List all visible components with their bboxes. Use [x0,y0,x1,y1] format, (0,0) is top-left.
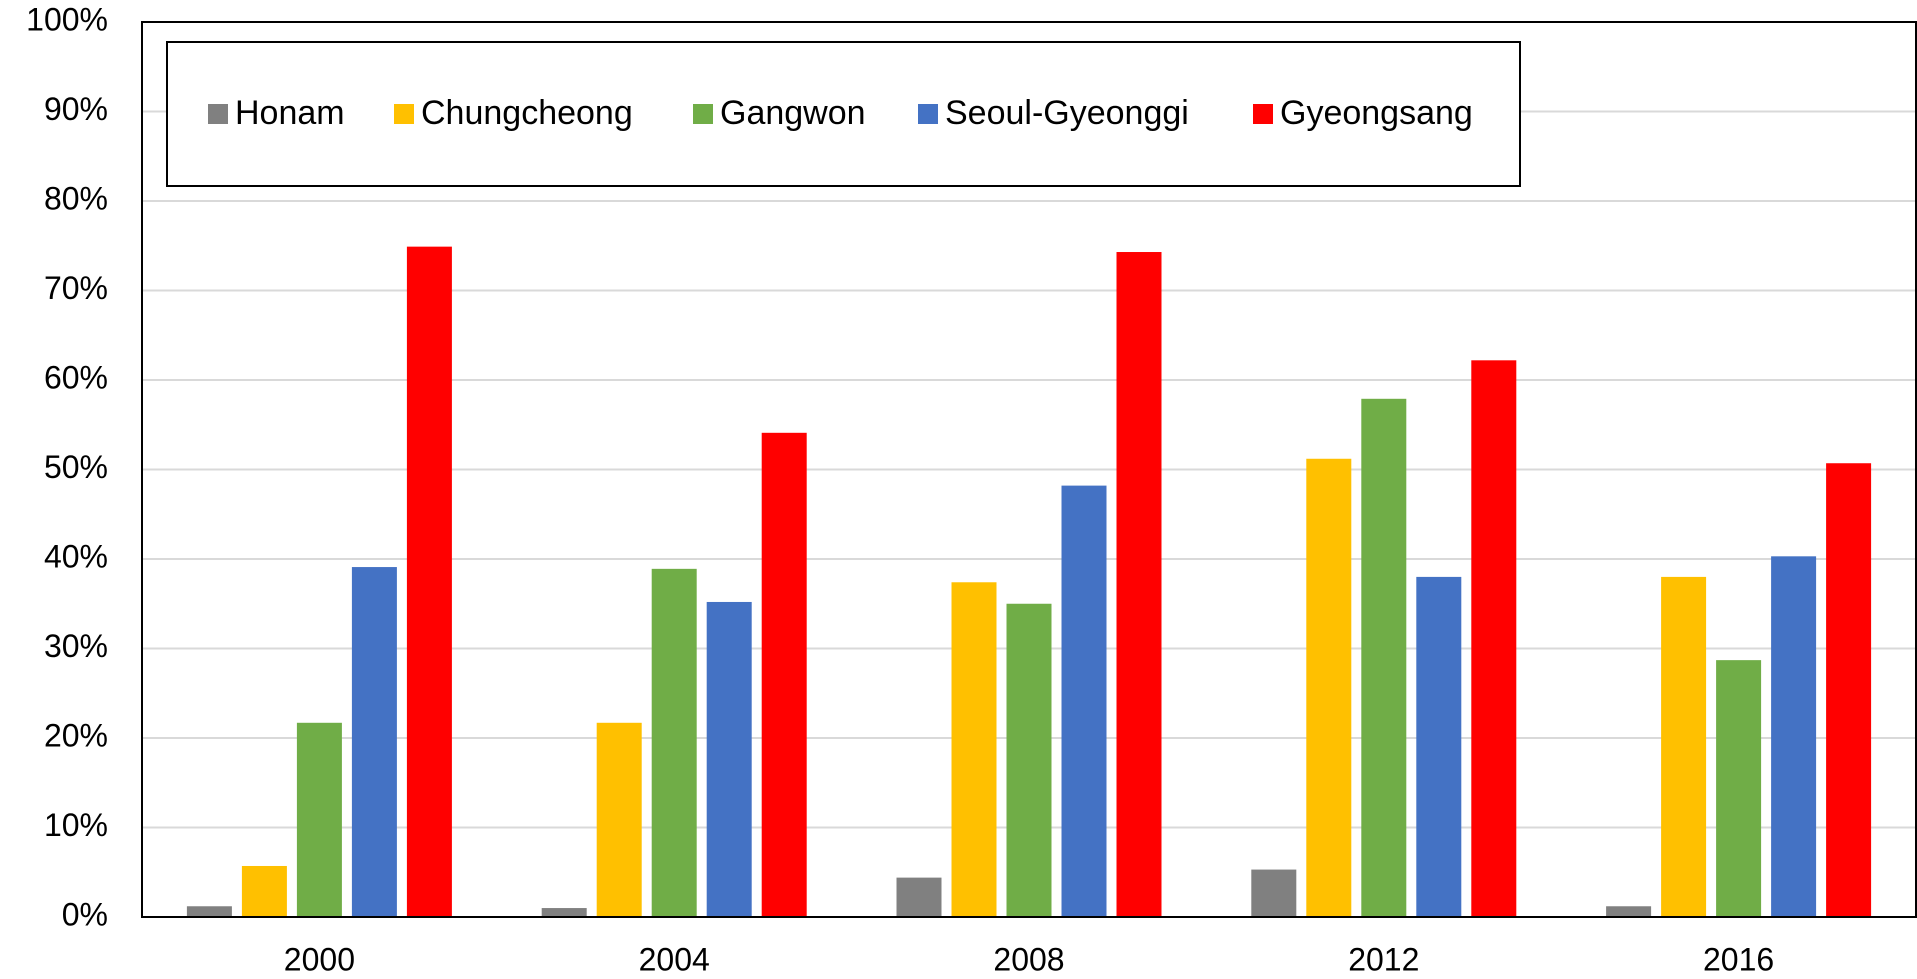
legend-swatch [1253,104,1273,124]
y-tick-label: 10% [44,807,108,843]
x-tick-label: 2016 [1703,941,1774,977]
x-tick-label: 2008 [993,941,1064,977]
bar [1826,463,1872,917]
bar [1361,398,1407,917]
bar [1471,360,1517,917]
bar [1306,458,1352,917]
bar [186,906,232,917]
y-tick-label: 90% [44,91,108,127]
bar [1006,603,1052,917]
legend-label: Seoul-Gyeonggi [945,94,1189,132]
plot-frame [141,21,1917,918]
legend-box [166,41,1521,187]
bar [296,722,342,917]
legend-swatch [693,104,713,124]
legend-label: Gangwon [720,94,866,132]
bar [951,582,997,917]
bars [186,246,1872,917]
bar [1606,906,1652,917]
bar [1116,252,1162,917]
bar [241,865,287,917]
x-tick-label: 2000 [284,941,355,977]
y-tick-label: 100% [26,1,108,37]
y-tick-label: 40% [44,538,108,574]
bar [596,722,642,917]
bar [1771,556,1817,917]
labels: 0% 10% 20% 30% 40% 50% 60% 70% 80% 90% 100% 2000 200… [26,1,1774,977]
bar [541,908,587,917]
y-tick-label: 80% [44,180,108,216]
legend-swatch [208,104,228,124]
legend-label: Chungcheong [421,94,633,132]
bar [1416,576,1462,917]
y-tick-label: 60% [44,359,108,395]
legend-swatch [394,104,414,124]
y-tick-label: 70% [44,270,108,306]
x-tick-label: 2012 [1348,941,1419,977]
bar [351,567,397,917]
y-tick-label: 0% [62,896,108,932]
bar [651,568,697,917]
bar [1251,869,1297,917]
bar [1661,576,1707,917]
y-tick-label: 50% [44,449,108,485]
bar [761,432,807,917]
y-tick-label: 30% [44,628,108,664]
bar [1716,660,1762,917]
bar [406,246,452,917]
bar [706,601,752,917]
x-tick-label: 2004 [639,941,710,977]
legend-swatch [918,104,938,124]
y-tick-label: 20% [44,717,108,753]
bar [1061,485,1107,917]
legend-label: Honam [235,94,345,132]
bar [896,877,942,917]
legend-label: Gyeongsang [1280,94,1473,132]
